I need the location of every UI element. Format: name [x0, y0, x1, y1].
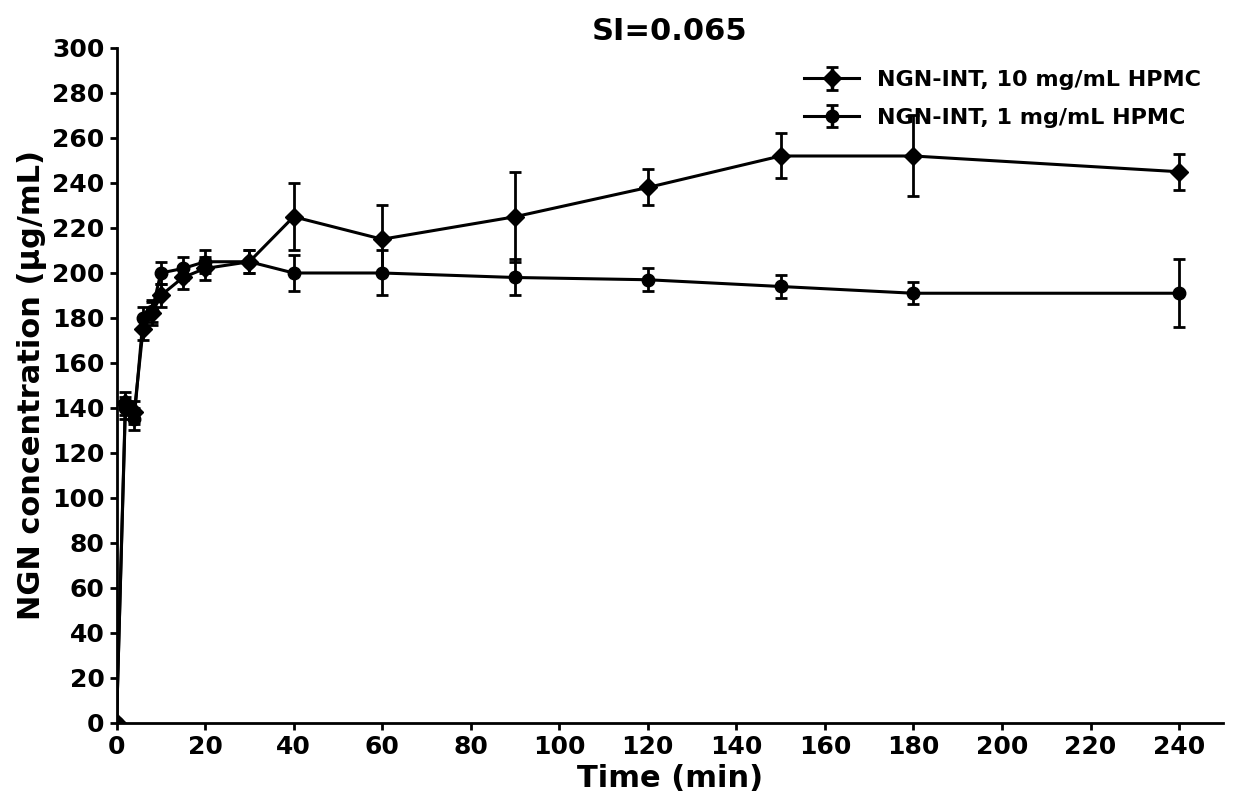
Y-axis label: NGN concentration (μg/mL): NGN concentration (μg/mL) [16, 151, 47, 620]
Title: SI=0.065: SI=0.065 [593, 17, 748, 45]
Legend: NGN-INT, 10 mg/mL HPMC, NGN-INT, 1 mg/mL HPMC: NGN-INT, 10 mg/mL HPMC, NGN-INT, 1 mg/mL… [792, 59, 1213, 139]
X-axis label: Time (min): Time (min) [577, 765, 763, 793]
